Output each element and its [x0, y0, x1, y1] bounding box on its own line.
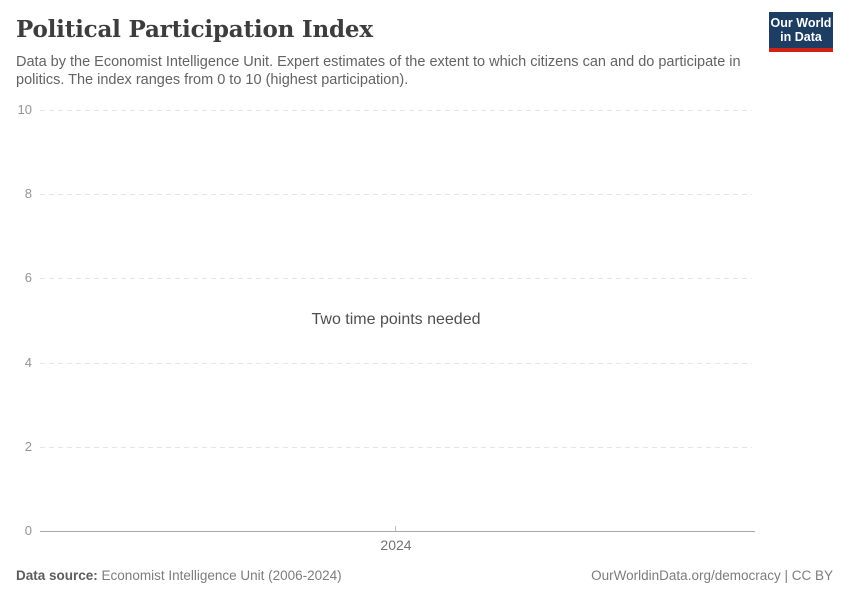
attribution-link[interactable]: OurWorldinData.org/democracy | CC BY	[591, 568, 833, 583]
y-axis-tick-label: 8	[24, 186, 32, 201]
y-axis-tick-label: 6	[24, 270, 32, 285]
gridline	[40, 447, 752, 448]
owid-logo-line2: in Data	[780, 30, 822, 44]
x-axis-tick	[395, 526, 396, 531]
y-axis-tick-label: 10	[17, 102, 32, 117]
empty-state-message: Two time points needed	[311, 311, 481, 328]
data-source-value: Economist Intelligence Unit (2006-2024)	[101, 568, 342, 583]
x-axis-line	[40, 531, 755, 532]
gridline	[40, 194, 752, 195]
x-axis-tick-label: 2024	[380, 537, 412, 553]
owid-logo[interactable]: Our World in Data	[769, 12, 833, 52]
y-axis-tick-label: 2	[24, 439, 32, 454]
owid-logo-line1: Our World	[770, 16, 832, 30]
gridline	[40, 278, 752, 279]
gridline	[40, 363, 752, 364]
data-source-label: Data source:	[16, 568, 98, 583]
gridline	[40, 110, 752, 111]
y-axis-tick-label: 0	[24, 523, 32, 538]
chart-subtitle: Data by the Economist Intelligence Unit.…	[16, 54, 741, 88]
chart-title: Political Participation Index	[16, 16, 373, 43]
chart-footer: Data source: Economist Intelligence Unit…	[16, 568, 833, 583]
y-axis-tick-label: 4	[24, 355, 32, 370]
data-source: Data source: Economist Intelligence Unit…	[16, 568, 342, 583]
